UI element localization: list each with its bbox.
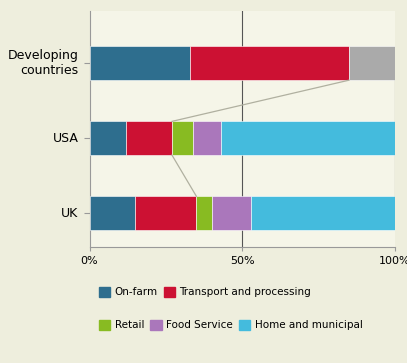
Bar [196, 196, 212, 230]
Bar [190, 46, 349, 80]
Bar [251, 196, 395, 230]
Bar [90, 121, 126, 155]
Bar [349, 46, 395, 80]
Bar [221, 121, 395, 155]
Bar [193, 121, 221, 155]
Bar [126, 121, 172, 155]
Bar [212, 196, 251, 230]
Bar [90, 46, 190, 80]
Bar [135, 196, 196, 230]
Legend: Retail, Food Service, Home and municipal: Retail, Food Service, Home and municipal [95, 316, 367, 335]
Bar [172, 121, 193, 155]
Bar [90, 196, 135, 230]
